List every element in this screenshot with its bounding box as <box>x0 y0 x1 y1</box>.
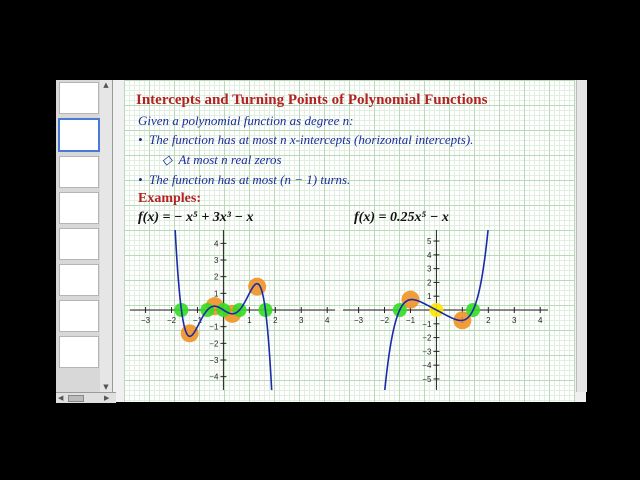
slide-thumbnail-pane <box>56 80 101 392</box>
y-tick-label: −2 <box>422 334 432 343</box>
intro-text: Given a polynomial function as degree n: <box>138 113 354 128</box>
slide-thumbnail[interactable] <box>59 300 99 332</box>
y-tick-label: 4 <box>427 251 432 260</box>
graph-1: −3 −2 −1 1 2 3 4 4 3 2 1 −1 −2 −3 −4 <box>130 230 335 390</box>
y-tick-label: 4 <box>214 239 219 248</box>
slide-thumbnail[interactable] <box>59 192 99 224</box>
x-tick-label: 2 <box>273 316 278 325</box>
bullet-item: • The function has at most (n − 1) turns… <box>138 172 350 188</box>
bullet-icon: • <box>138 172 143 187</box>
y-tick-label: 2 <box>214 273 219 282</box>
function-curve <box>174 230 273 390</box>
diamond-bullet-icon: ◇ <box>162 152 172 167</box>
y-tick-label: −5 <box>422 375 432 384</box>
slide-thumbnail[interactable] <box>59 336 99 368</box>
slide-thumbnail[interactable] <box>59 82 99 114</box>
scroll-up-icon[interactable]: ▲ <box>103 81 109 89</box>
bullet-item: • The function has at most n x-intercept… <box>138 132 473 148</box>
slide-vertical-scrollbar[interactable] <box>576 80 587 392</box>
y-tick-label: −4 <box>422 361 432 370</box>
equation-2: f(x) = 0.25x⁵ − x <box>354 210 449 225</box>
x-tick-label: 2 <box>486 316 491 325</box>
y-tick-label: −1 <box>209 323 219 332</box>
thumbnail-scrollbar[interactable]: ▲ ▼ <box>100 80 113 392</box>
equation-1: f(x) = − x⁵ + 3x³ − x <box>138 210 254 225</box>
bullet-text: The function has at most n x-intercepts … <box>149 132 474 147</box>
y-tick-label: −2 <box>209 339 219 348</box>
bullet-icon: • <box>138 132 143 147</box>
y-tick-label: 5 <box>427 237 432 246</box>
x-tick-label: −3 <box>141 316 151 325</box>
x-tick-label: −3 <box>354 316 364 325</box>
y-tick-label: −4 <box>209 373 219 382</box>
slide-thumbnail-selected[interactable] <box>58 118 100 152</box>
examples-label: Examples: <box>138 191 201 206</box>
y-tick-label: 1 <box>214 289 219 298</box>
scroll-left-icon[interactable]: ◀ <box>58 394 64 402</box>
slide-thumbnail[interactable] <box>59 264 99 296</box>
y-tick-label: 3 <box>214 256 219 265</box>
x-tick-label: 1 <box>247 316 252 325</box>
bullet-text: The function has at most (n − 1) turns. <box>149 172 351 187</box>
x-tick-label: 3 <box>299 316 304 325</box>
y-tick-label: −3 <box>209 356 219 365</box>
x-tick-label: −1 <box>406 316 416 325</box>
slide-thumbnail[interactable] <box>59 156 99 188</box>
x-tick-label: −1 <box>193 316 203 325</box>
x-tick-label: −2 <box>167 316 177 325</box>
x-tick-label: 4 <box>538 316 543 325</box>
horizontal-scrollbar[interactable]: ◀ ▶ <box>56 392 116 403</box>
slide-canvas: Intercepts and Turning Points of Polynom… <box>124 80 575 402</box>
scroll-right-icon[interactable]: ▶ <box>104 394 110 402</box>
y-tick-label: −3 <box>422 347 432 356</box>
x-tick-label: −2 <box>380 316 390 325</box>
presentation-window: ▲ ▼ ◀ ▶ Intercepts and Turning Points of… <box>56 80 587 403</box>
scroll-down-icon[interactable]: ▼ <box>103 383 109 391</box>
y-tick-label: 1 <box>427 292 432 301</box>
slide-title: Intercepts and Turning Points of Polynom… <box>136 92 488 108</box>
sub-bullet-text: At most n real zeros <box>178 152 282 167</box>
horizontal-scroll-thumb[interactable] <box>68 395 84 402</box>
x-tick-label: 4 <box>325 316 330 325</box>
turning-point-marker <box>248 277 267 296</box>
x-tick-label: 3 <box>512 316 517 325</box>
slide-thumbnail[interactable] <box>59 228 99 260</box>
sub-bullet-item: ◇ At most n real zeros <box>162 152 282 168</box>
y-tick-label: 3 <box>427 265 432 274</box>
turning-point-marker <box>180 324 199 343</box>
y-tick-label: −1 <box>422 320 432 329</box>
graph-2: −3−2−1123454321−1−2−3−4−5 <box>343 230 548 390</box>
y-tick-label: 2 <box>427 278 432 287</box>
function-curve <box>383 230 489 390</box>
